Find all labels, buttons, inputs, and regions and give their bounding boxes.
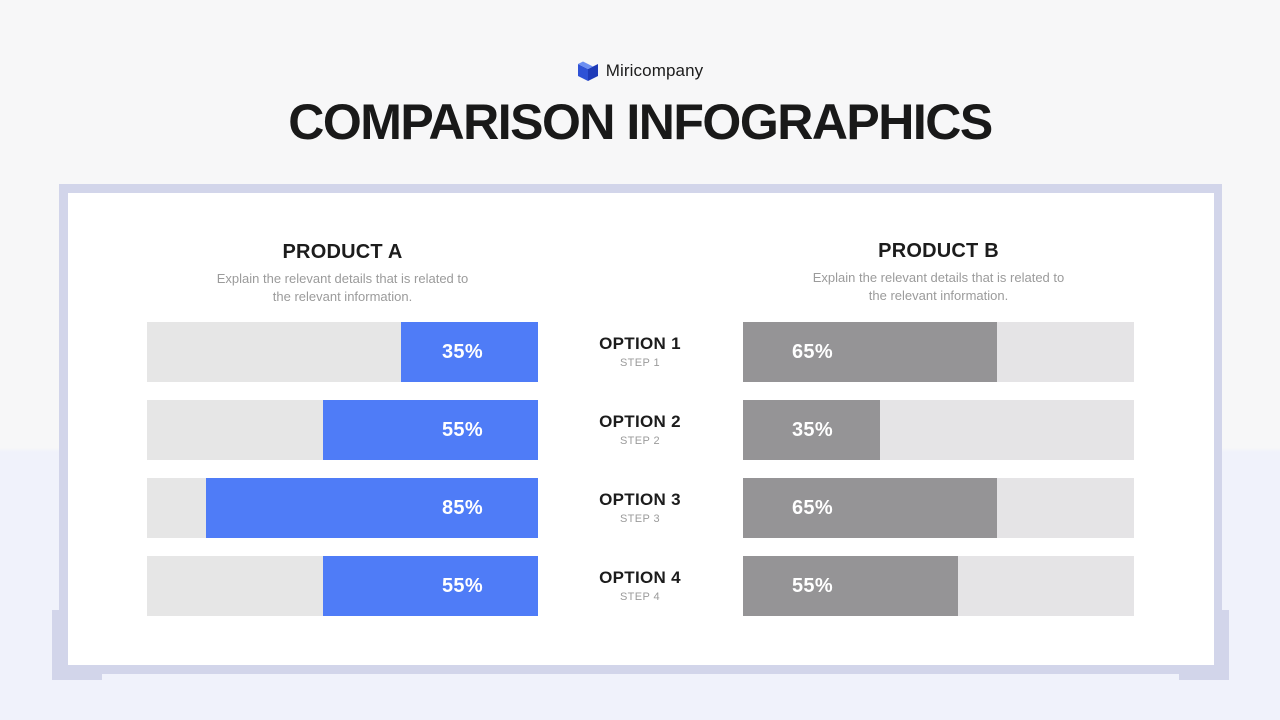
product-a-value-4: 55%	[442, 575, 483, 597]
option-4-step: STEP 4	[619, 591, 661, 603]
option-4: OPTION 4 STEP 4	[560, 568, 720, 604]
option-3-label: OPTION 3	[599, 490, 681, 509]
product-a-fill-4	[323, 556, 538, 616]
product-b-value-4: 55%	[792, 575, 833, 597]
product-b-bar-2: 35%	[743, 400, 1134, 460]
option-2-step: STEP 2	[619, 435, 661, 447]
product-b-bar-4: 55%	[743, 556, 1134, 616]
product-a-fill-3	[206, 478, 538, 538]
product-a-value-1: 35%	[442, 341, 483, 363]
product-b-fill-4	[743, 556, 958, 616]
product-a-bar-1: 35%	[147, 322, 538, 382]
product-a-description: Explain the relevant details that is rel…	[216, 271, 469, 304]
option-2: OPTION 2 STEP 2	[560, 412, 720, 448]
product-b-fill-3	[743, 478, 997, 538]
product-a-header: PRODUCT A Explain the relevant details t…	[147, 240, 538, 306]
option-1-label: OPTION 1	[599, 334, 681, 353]
product-b-bar-1: 65%	[743, 322, 1134, 382]
product-a-value-3: 85%	[442, 497, 483, 519]
product-a-bar-3: 85%	[147, 478, 538, 538]
product-a-value-2: 55%	[442, 419, 483, 441]
option-2-label: OPTION 2	[599, 412, 681, 431]
option-4-label: OPTION 4	[599, 568, 681, 587]
option-3: OPTION 3 STEP 3	[560, 490, 720, 526]
product-b-value-2: 35%	[792, 419, 833, 441]
product-b-value-1: 65%	[792, 341, 833, 363]
product-b-value-3: 65%	[792, 497, 833, 519]
option-1: OPTION 1 STEP 1	[560, 334, 720, 370]
product-a-fill-2	[323, 400, 538, 460]
brand-name: Miricompany	[605, 61, 704, 80]
product-b-fill-1	[743, 322, 997, 382]
product-b-title: PRODUCT B	[878, 240, 999, 262]
product-a-bar-2: 55%	[147, 400, 538, 460]
product-a-fill-1	[401, 322, 538, 382]
option-3-step: STEP 3	[619, 513, 661, 525]
product-b-fill-2	[743, 400, 880, 460]
product-b-description: Explain the relevant details that is rel…	[812, 270, 1065, 303]
cube-logo-icon	[577, 61, 598, 81]
brand: Miricompany	[0, 60, 1280, 82]
product-a-title: PRODUCT A	[282, 241, 403, 263]
option-1-step: STEP 1	[619, 357, 661, 369]
product-b-header: PRODUCT B Explain the relevant details t…	[743, 239, 1134, 305]
product-b-bar-3: 65%	[743, 478, 1134, 538]
product-a-bar-4: 55%	[147, 556, 538, 616]
page-title: COMPARISON INFOGRAPHICS	[288, 94, 993, 150]
